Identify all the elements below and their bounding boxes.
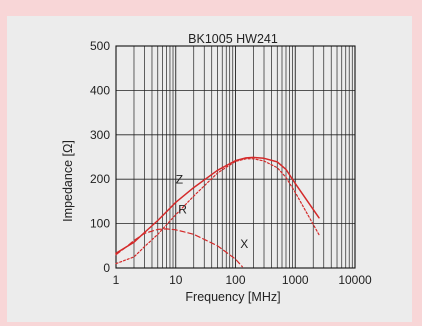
y-tick-label: 500 [90,39,110,53]
y-axis-title: Impedance [Ω] [61,140,75,222]
chart-panel [7,16,412,322]
series-label-z: Z [176,173,183,187]
x-tick-label: 10 [169,273,183,287]
y-tick-label: 200 [90,172,110,186]
x-tick-label: 1 [113,273,120,287]
series-lines [115,156,320,268]
y-tick-label: 300 [90,128,110,142]
x-axis: 1 10 100 1000 10000 [113,273,372,287]
series-line-r [115,158,320,265]
series-label-x: X [240,237,248,251]
y-tick-label: 100 [90,217,110,231]
y-tick-label: 400 [90,83,110,97]
y-tick-label: 0 [103,261,110,275]
x-axis-title: Frequency [MHz] [185,290,280,304]
series-line-z [115,156,320,255]
y-axis: 0 100 200 300 400 500 [90,39,110,275]
x-tick-label: 100 [225,273,245,287]
x-tick-label: 10000 [338,273,372,287]
series-line-x [115,228,243,268]
x-tick-label: 1000 [282,273,309,287]
series-labels: Z R X [176,173,248,251]
chart-title: BK1005 HW241 [188,32,278,46]
plot-frame [115,45,356,269]
series-label-r: R [178,202,187,216]
